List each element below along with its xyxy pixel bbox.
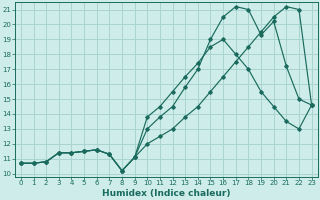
X-axis label: Humidex (Indice chaleur): Humidex (Indice chaleur): [102, 189, 230, 198]
